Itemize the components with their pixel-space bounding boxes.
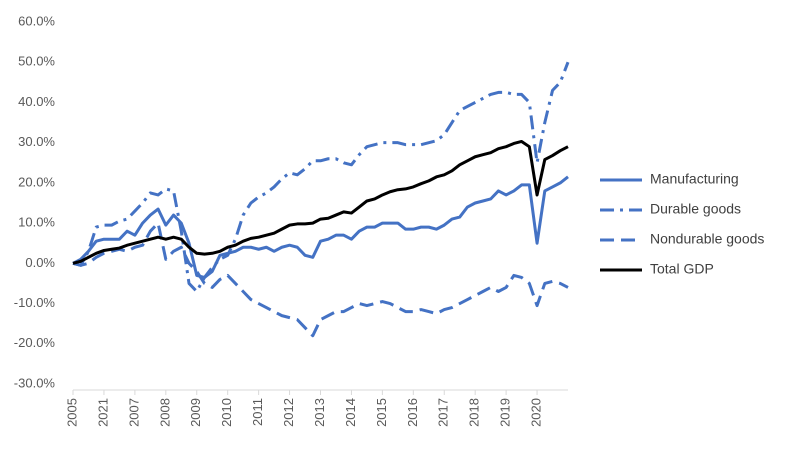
x-tick-label: 2007 [126, 398, 141, 427]
y-tick-label: -20.0% [14, 335, 56, 350]
x-tick-label: 2015 [374, 398, 389, 427]
legend-label: Durable goods [650, 201, 741, 217]
y-tick-label: -30.0% [14, 375, 56, 390]
x-tick-label: 2011 [250, 398, 265, 426]
x-tick-label: 2009 [188, 398, 203, 427]
series-line [72, 61, 570, 293]
x-tick-label: 2014 [343, 398, 358, 427]
legend-label: Manufacturing [650, 171, 739, 187]
x-tick-label: 2008 [157, 398, 172, 427]
y-tick-label: 10.0% [18, 215, 55, 230]
legend-label: Nondurable goods [650, 231, 764, 247]
x-tick-label: 2020 [529, 398, 544, 427]
x-tick-label: 2010 [219, 398, 234, 427]
legend: Manufacturing Durable goods Nondurable goo… [600, 171, 764, 277]
series-line [72, 175, 569, 279]
y-tick-label: 50.0% [18, 54, 55, 69]
y-tick-label: 40.0% [18, 94, 55, 109]
x-tick-label: 2012 [281, 398, 296, 427]
x-tick-label: 2013 [312, 398, 327, 427]
legend-label: Total GDP [650, 261, 714, 277]
y-tick-label: -10.0% [14, 295, 56, 310]
y-tick-label: 20.0% [18, 174, 55, 189]
x-tick-label: 2017 [436, 398, 451, 427]
y-tick-label: 30.0% [18, 134, 55, 149]
x-tick-label: 2021 [95, 398, 110, 427]
series-line [72, 139, 569, 265]
x-tick-label: 2018 [467, 398, 482, 427]
y-tick-label: 60.0% [18, 13, 55, 28]
series-line [72, 221, 569, 338]
x-tick-label: 2016 [405, 398, 420, 427]
x-tick-label: 2005 [64, 398, 79, 427]
x-tick-label: 2019 [498, 398, 513, 427]
y-tick-label: 0.0% [25, 255, 55, 270]
